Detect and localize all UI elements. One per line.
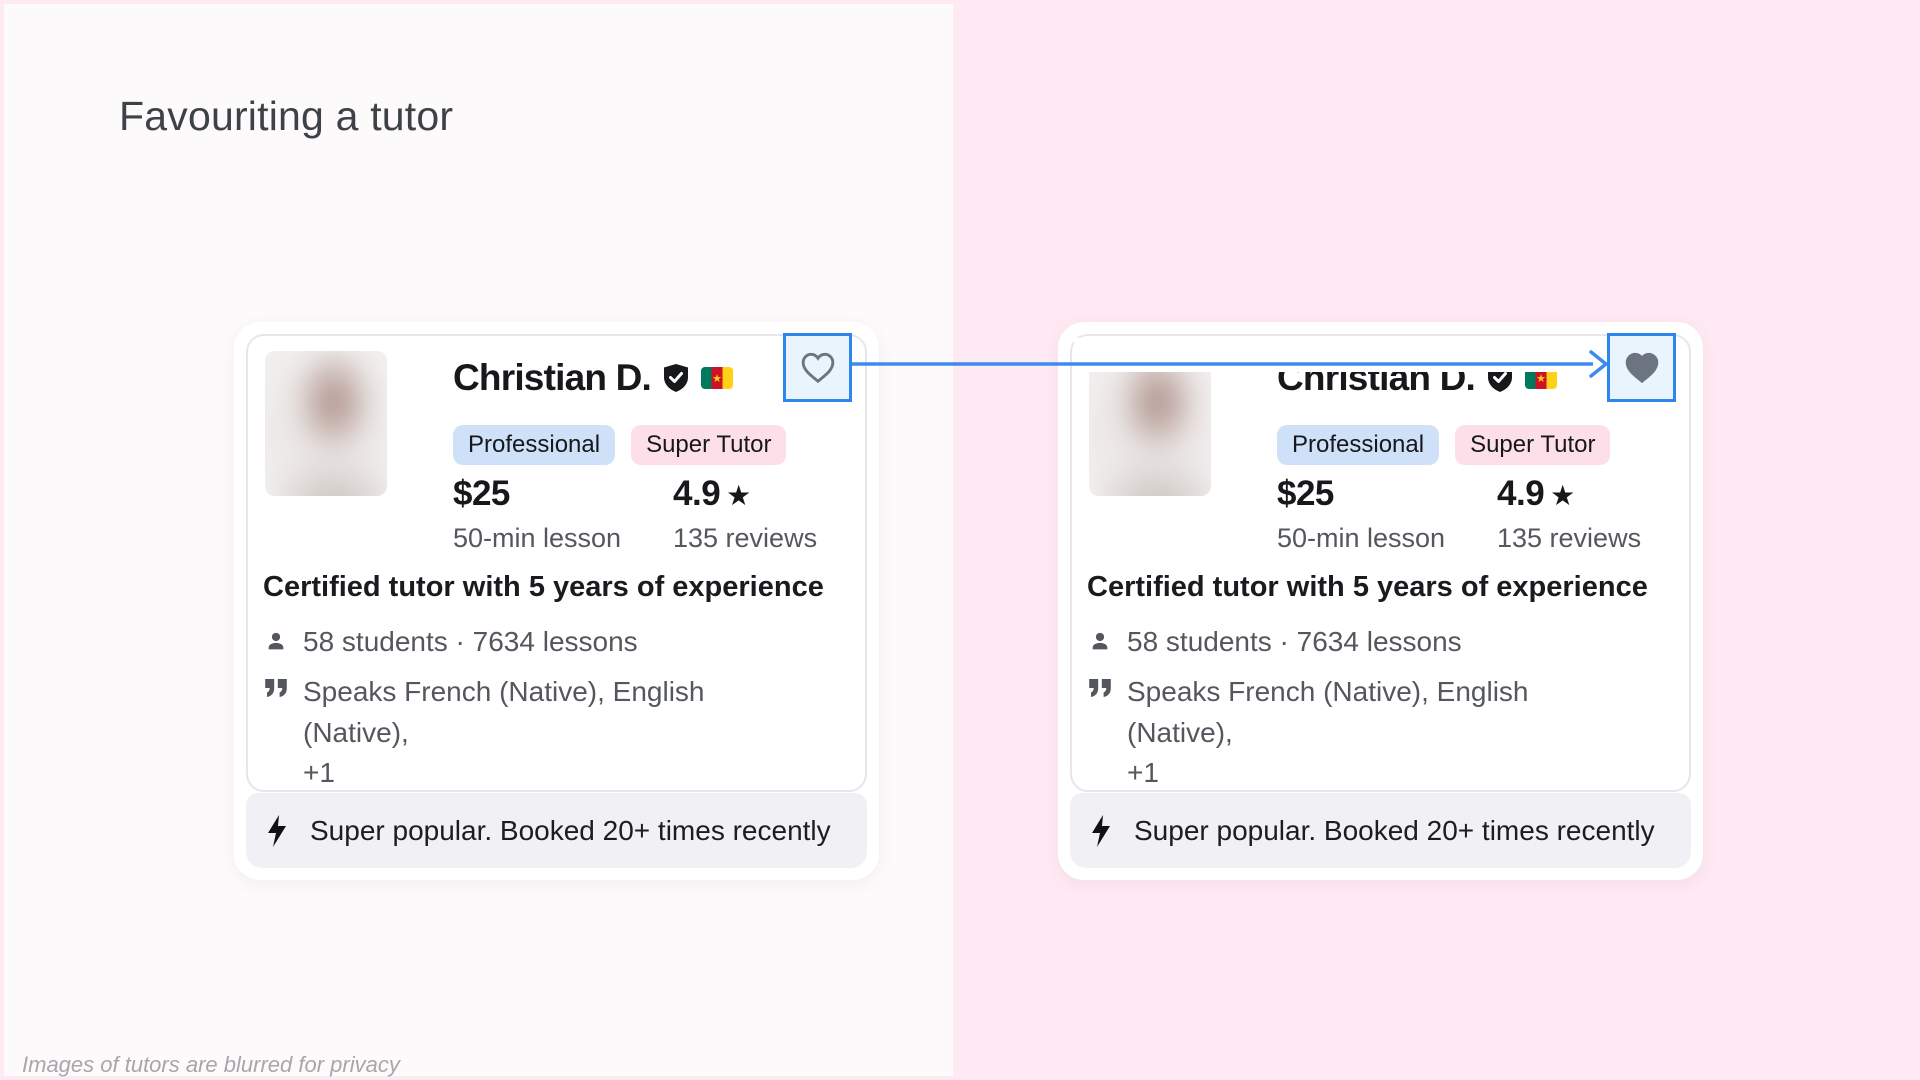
overlay-clip-strip <box>1074 338 1606 372</box>
favourite-button[interactable] <box>783 333 852 402</box>
rating: 4.9 <box>673 474 721 513</box>
popularity-text: Super popular. Booked 20+ times recently <box>1134 814 1655 846</box>
heart-filled-icon <box>1625 352 1658 384</box>
tutor-avatar <box>1089 351 1211 496</box>
star-icon: ★ <box>1550 480 1575 511</box>
quote-icon <box>265 679 287 697</box>
badge-super-tutor: Super Tutor <box>631 425 787 465</box>
badge-super-tutor: Super Tutor <box>1455 425 1611 465</box>
popularity-text: Super popular. Booked 20+ times recently <box>310 814 831 846</box>
lightning-icon <box>1092 814 1110 847</box>
cameroon-flag-icon: ★ <box>1525 367 1558 390</box>
languages-text: Speaks French (Native), English (Native)… <box>303 676 705 789</box>
rating: 4.9 <box>1497 474 1545 513</box>
price-subtitle: 50-min lesson <box>1277 523 1446 553</box>
price: $25 <box>453 474 510 513</box>
tutor-headline: Certified tutor with 5 years of experien… <box>1087 571 1648 603</box>
privacy-note: Images of tutors are blurred for privacy <box>22 1052 400 1077</box>
tutor-avatar <box>265 351 387 496</box>
students-lessons-text: 58 students · 7634 lessons <box>303 626 638 657</box>
person-icon <box>1092 632 1108 650</box>
popularity-banner: Super popular. Booked 20+ times recently <box>1070 793 1691 868</box>
tutor-name: Christian D. <box>453 357 652 398</box>
quote-icon <box>1089 679 1111 697</box>
page-title: Favouriting a tutor <box>119 93 454 139</box>
verified-badge-icon <box>664 364 689 393</box>
badge-professional: Professional <box>453 425 616 465</box>
price: $25 <box>1277 474 1334 513</box>
reviews-count: 135 reviews <box>1497 523 1642 553</box>
badge-professional: Professional <box>1277 425 1440 465</box>
tutor-card-favourited[interactable]: Christian D. ★ Professional Super Tutor … <box>1058 322 1703 880</box>
heart-outline-icon <box>801 352 834 384</box>
tutor-headline: Certified tutor with 5 years of experien… <box>263 571 824 603</box>
students-lessons-text: 58 students · 7634 lessons <box>1127 626 1462 657</box>
popularity-banner: Super popular. Booked 20+ times recently <box>246 793 867 868</box>
languages-text: Speaks French (Native), English (Native)… <box>1127 676 1529 789</box>
star-icon: ★ <box>726 480 751 511</box>
person-icon <box>268 632 284 650</box>
favourite-button[interactable] <box>1607 333 1676 402</box>
cameroon-flag-icon: ★ <box>701 367 734 390</box>
lightning-icon <box>268 814 286 847</box>
tutor-card-body: Christian D. ★ Professional Super Tutor … <box>246 334 867 792</box>
tutor-card-unfavourited[interactable]: Christian D. ★ Professional Super Tutor … <box>234 322 879 880</box>
price-subtitle: 50-min lesson <box>453 523 622 553</box>
reviews-count: 135 reviews <box>673 523 818 553</box>
tutor-card-body: Christian D. ★ Professional Super Tutor … <box>1070 334 1691 792</box>
